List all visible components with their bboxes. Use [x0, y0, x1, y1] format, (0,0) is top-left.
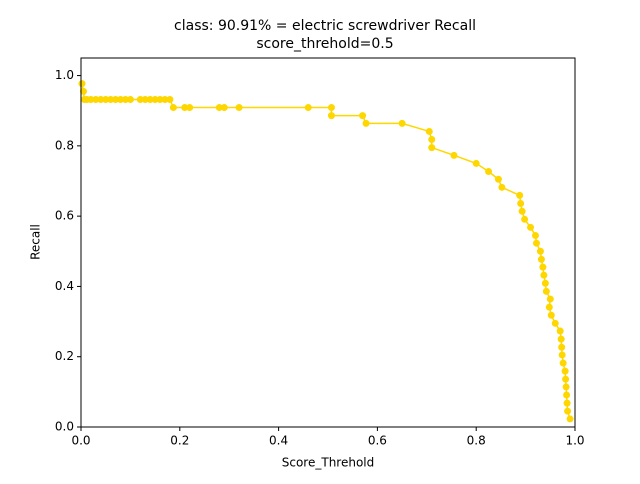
data-point: [546, 295, 554, 303]
data-point: [561, 367, 569, 375]
data-point: [141, 95, 149, 103]
data-point: [564, 407, 572, 415]
data-point: [485, 168, 493, 176]
data-point: [398, 119, 406, 127]
data-point: [117, 95, 125, 103]
data-point: [327, 112, 335, 120]
x-tick-label: 0.6: [368, 434, 387, 448]
data-point: [518, 207, 526, 215]
data-point: [547, 311, 555, 319]
data-point: [516, 191, 524, 199]
data-point: [126, 95, 134, 103]
data-point: [532, 239, 540, 247]
data-point: [563, 399, 571, 407]
data-point: [527, 223, 535, 231]
data-point: [521, 215, 529, 223]
data-point: [107, 95, 115, 103]
data-point: [566, 415, 574, 423]
series-line: [81, 83, 571, 420]
data-point: [428, 144, 436, 152]
y-axis-label: Recall: [29, 224, 43, 260]
data-point: [362, 119, 370, 127]
data-point: [558, 343, 566, 351]
y-tick-label: 0.0: [55, 420, 74, 434]
data-point: [472, 159, 480, 167]
x-tick-label: 1.0: [565, 434, 584, 448]
y-tick-label: 0.6: [55, 209, 74, 223]
data-point: [161, 95, 169, 103]
data-point: [450, 151, 458, 159]
data-point: [97, 95, 105, 103]
data-point: [215, 104, 223, 112]
data-point: [102, 95, 110, 103]
data-point: [166, 95, 174, 103]
data-point: [539, 263, 547, 271]
data-point: [121, 95, 129, 103]
data-point: [327, 104, 335, 112]
data-point: [540, 271, 548, 279]
data-point: [537, 255, 545, 263]
data-point: [304, 104, 312, 112]
data-point: [359, 112, 367, 120]
data-point: [220, 104, 228, 112]
data-point: [557, 335, 565, 343]
data-point: [87, 95, 95, 103]
data-point: [531, 231, 539, 239]
x-tick-label: 0.4: [269, 434, 288, 448]
data-point: [235, 104, 243, 112]
data-point: [562, 375, 570, 383]
data-point: [498, 183, 506, 191]
data-point: [181, 104, 189, 112]
data-point: [558, 351, 566, 359]
data-point: [136, 95, 144, 103]
data-point: [551, 319, 559, 327]
y-tick-label: 0.4: [55, 279, 74, 293]
data-point: [169, 104, 177, 112]
x-tick-label: 0.0: [71, 434, 90, 448]
y-tick-label: 0.8: [55, 138, 74, 152]
data-point: [545, 303, 553, 311]
data-point: [494, 175, 502, 183]
data-point: [517, 199, 525, 207]
data-point: [559, 359, 567, 367]
data-point: [79, 87, 87, 95]
data-point: [151, 95, 159, 103]
data-point: [562, 383, 570, 391]
data-point: [563, 391, 571, 399]
data-point: [146, 95, 154, 103]
data-point: [425, 127, 433, 135]
chart-title: class: 90.91% = electric screwdriver Rec…: [174, 18, 476, 34]
chart-subtitle: score_threhold=0.5: [256, 36, 393, 52]
data-point: [112, 95, 120, 103]
data-point: [186, 104, 194, 112]
data-point: [541, 279, 549, 287]
plot-frame: [80, 57, 576, 428]
x-axis-label: Score_Threhold: [282, 456, 375, 470]
data-point: [156, 95, 164, 103]
data-point: [556, 327, 564, 335]
x-tick-label: 0.2: [170, 434, 189, 448]
x-tick-label: 0.8: [467, 434, 486, 448]
data-point: [536, 247, 544, 255]
data-point: [542, 287, 550, 295]
data-point: [428, 136, 436, 144]
data-point: [92, 95, 100, 103]
y-tick-label: 1.0: [55, 68, 74, 82]
data-point: [78, 80, 86, 88]
y-tick-label: 0.2: [55, 349, 74, 363]
